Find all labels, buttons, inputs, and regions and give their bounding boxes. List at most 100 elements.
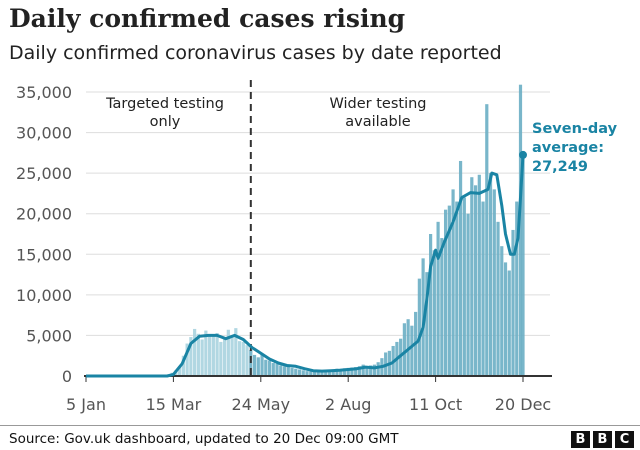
daily-cases-bar: [327, 370, 332, 376]
footer: Source: Gov.uk dashboard, updated to 20 …: [0, 425, 640, 448]
daily-cases-bar: [215, 332, 219, 376]
daily-cases-bar: [301, 370, 305, 376]
daily-cases-bar: [297, 369, 302, 376]
annotation-right: available: [345, 114, 411, 130]
x-tick-label: 20 Dec: [495, 395, 551, 414]
daily-cases-bar: [200, 339, 204, 376]
cases-chart: 0 5,000 10,000 15,000 20,000 25,000 30,000 35,0…: [16, 80, 618, 414]
daily-cases-bar: [193, 328, 197, 376]
daily-cases-bar: [462, 197, 466, 376]
daily-cases-bar: [286, 365, 290, 376]
daily-cases-bar: [275, 363, 279, 376]
y-tick-label: 0: [62, 367, 72, 386]
daily-cases-bar: [429, 234, 433, 376]
latest-average-label: average:: [532, 140, 604, 156]
latest-average-label: 27,249: [532, 159, 588, 175]
daily-cases-bar: [342, 368, 347, 376]
logo-letter: C: [615, 431, 634, 448]
daily-cases-bar: [237, 341, 242, 376]
daily-cases-bar: [492, 189, 496, 376]
daily-cases-bar: [365, 367, 369, 376]
daily-cases-bar: [372, 364, 377, 376]
daily-cases-bar: [245, 345, 249, 376]
daily-cases-bar: [518, 84, 523, 376]
chart-subtitle: Daily confirmed coronavirus cases by dat…: [9, 42, 502, 64]
daily-cases-bar: [339, 369, 343, 376]
source-note: Source: Gov.uk dashboard, updated to 20 …: [9, 431, 399, 447]
seven-day-average-line: [86, 154, 525, 378]
daily-cases-bar: [312, 371, 317, 376]
y-tick-label: 30,000: [16, 124, 72, 143]
chart-title: Daily confirmed cases rising: [9, 4, 406, 33]
daily-cases-bar: [500, 246, 504, 376]
daily-cases-bar: [361, 364, 365, 376]
annotation-left: only: [150, 114, 181, 130]
daily-cases-bar: [455, 201, 459, 376]
daily-cases-bar: [305, 371, 309, 376]
daily-cases-bar: [267, 360, 272, 376]
daily-cases-bar: [234, 328, 238, 376]
daily-cases-bar: [290, 367, 294, 376]
daily-cases-bar: [515, 201, 519, 376]
logo-letter: B: [571, 431, 590, 448]
daily-cases-bar: [440, 238, 444, 376]
daily-cases-bar: [264, 359, 268, 376]
y-tick-label: 5,000: [26, 326, 72, 345]
daily-cases-bar: [477, 174, 481, 376]
daily-cases-bar: [369, 365, 373, 376]
daily-cases-bar: [376, 362, 380, 376]
latest-average-label: Seven-day: [532, 121, 618, 137]
daily-cases-bar: [271, 363, 275, 376]
daily-cases-bar: [316, 370, 320, 376]
daily-cases-bar: [208, 335, 212, 376]
daily-cases-bar: [249, 350, 253, 376]
daily-cases-bar: [335, 368, 339, 376]
daily-cases-bar: [357, 366, 362, 376]
daily-cases-bar: [402, 323, 406, 376]
logo-letter: B: [593, 431, 612, 448]
daily-cases-bar: [447, 205, 451, 376]
daily-cases-bar: [496, 221, 500, 376]
daily-cases-bar: [488, 173, 493, 376]
daily-cases-bar: [470, 177, 474, 376]
latest-average-dot: [519, 150, 527, 159]
daily-cases-bar: [204, 330, 208, 376]
daily-cases-bar: [241, 341, 245, 376]
daily-cases-bar: [282, 366, 287, 376]
daily-cases-bar: [320, 370, 324, 376]
daily-cases-bar: [485, 104, 489, 377]
daily-cases-bar: [511, 229, 515, 376]
y-tick-label: 20,000: [16, 205, 72, 224]
daily-cases-bar: [410, 325, 414, 376]
daily-cases-bar: [481, 201, 485, 376]
x-tick-label: 5 Jan: [66, 395, 106, 414]
x-tick-label: 15 Mar: [146, 395, 202, 414]
bbc-logo: B B C: [571, 431, 634, 448]
daily-cases-bar: [432, 250, 436, 376]
daily-cases-bar: [436, 221, 440, 376]
daily-cases-bar: [219, 341, 223, 376]
annotation-right: Wider testing: [329, 96, 426, 112]
daily-cases-bar: [417, 278, 421, 376]
daily-cases-bar: [279, 365, 283, 376]
daily-cases-bar: [466, 213, 470, 376]
daily-cases-bar: [346, 367, 350, 376]
daily-cases-bar: [458, 160, 463, 376]
y-tick-label: 15,000: [16, 245, 72, 264]
daily-cases-bar: [222, 338, 227, 376]
daily-cases-bar: [521, 156, 525, 376]
daily-cases-bar: [294, 368, 298, 376]
annotation-left: Targeted testing: [105, 96, 224, 112]
daily-cases-bar: [181, 355, 185, 376]
daily-cases-bar: [309, 371, 313, 376]
daily-cases-bar: [473, 185, 478, 376]
daily-cases-bar: [324, 369, 328, 376]
daily-cases-bar: [252, 354, 257, 376]
y-tick-label: 25,000: [16, 164, 72, 183]
daily-cases-bar: [256, 357, 260, 376]
daily-cases-bar: [354, 367, 358, 376]
daily-cases-bar: [230, 335, 234, 376]
daily-cases-bar: [451, 189, 455, 376]
daily-cases-bar: [260, 354, 264, 376]
daily-cases-bar: [189, 337, 193, 376]
